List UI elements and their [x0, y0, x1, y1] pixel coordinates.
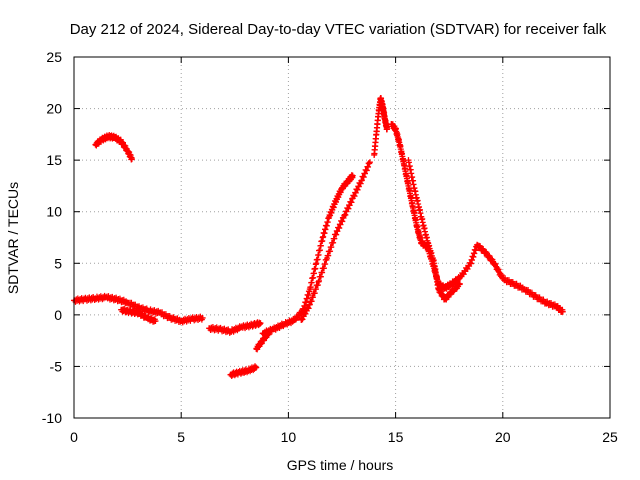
x-tick-label: 5 — [177, 429, 185, 445]
y-tick-label: 5 — [54, 255, 62, 271]
data-point — [384, 126, 391, 133]
y-tick-label: 25 — [46, 49, 62, 65]
x-tick-label: 0 — [70, 429, 78, 445]
y-axis-label: SDTVAR / TECUs — [5, 182, 21, 294]
y-tick-label: 0 — [54, 307, 62, 323]
data-layer — [71, 95, 566, 379]
data-point — [559, 308, 566, 315]
ticks-layer: 0 5 10 15 20 25 -10 -5 0 5 10 15 20 25 — [42, 49, 618, 445]
x-tick-label: 20 — [495, 429, 511, 445]
chart-title: Day 212 of 2024, Sidereal Day-to-day VTE… — [70, 21, 607, 38]
data-point — [349, 172, 356, 179]
data-point — [199, 314, 206, 321]
y-tick-label: 10 — [46, 204, 62, 220]
plot-frame — [73, 56, 611, 419]
data-point — [366, 159, 373, 166]
x-tick-label: 25 — [602, 429, 618, 445]
data-point — [152, 318, 159, 325]
data-point — [257, 320, 264, 327]
y-tick-label: 20 — [46, 101, 62, 117]
x-axis-label: GPS time / hours — [287, 457, 394, 473]
data-point — [456, 280, 463, 287]
y-tick-label: -10 — [42, 410, 62, 426]
grid-layer — [74, 57, 610, 418]
x-tick-label: 10 — [281, 429, 297, 445]
y-tick-label: -5 — [50, 358, 63, 374]
data-point — [128, 156, 135, 163]
y-tick-label: 15 — [46, 152, 62, 168]
x-tick-label: 15 — [388, 429, 404, 445]
data-point — [253, 364, 260, 371]
